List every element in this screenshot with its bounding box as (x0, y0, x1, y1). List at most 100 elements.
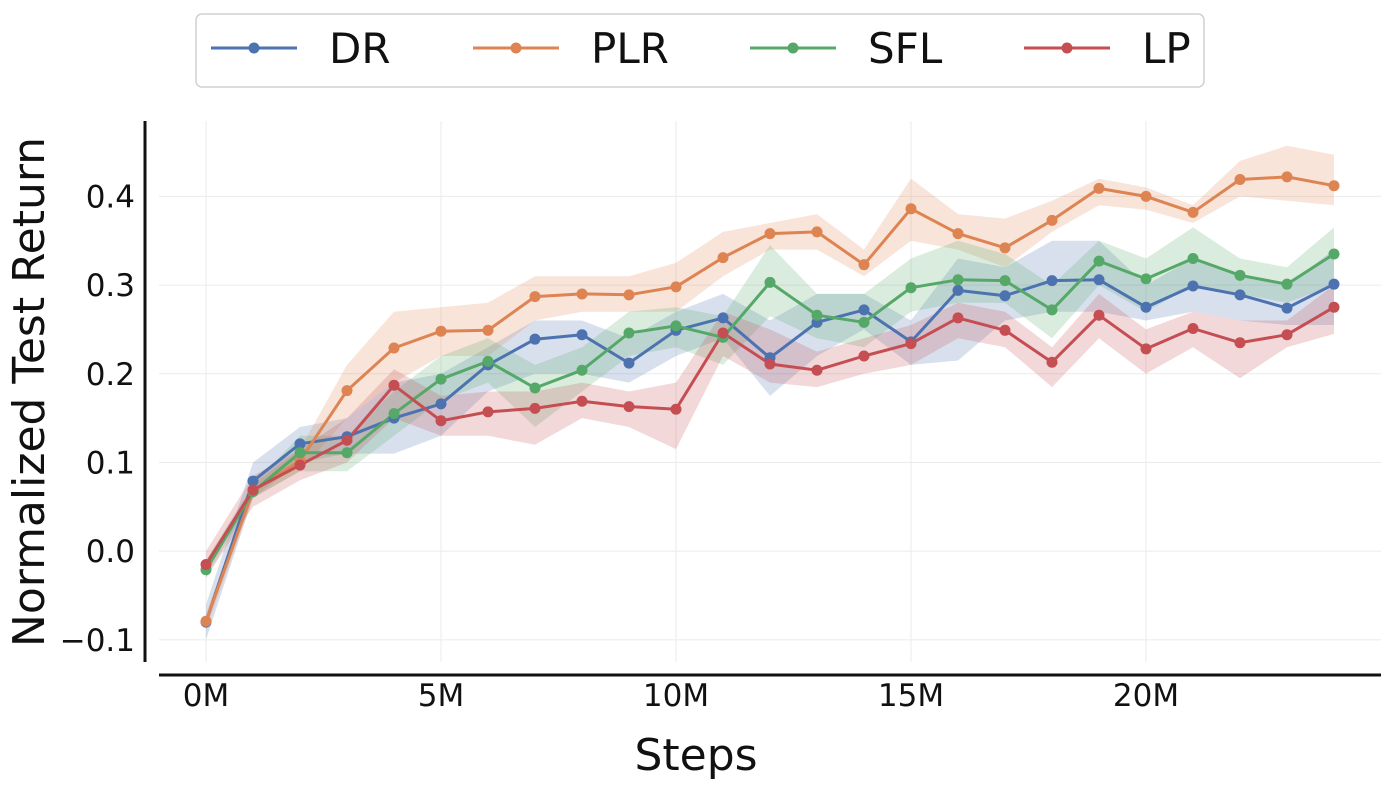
point-lp (1328, 301, 1340, 313)
point-sfl (482, 355, 494, 367)
y-tick-label: 0.3 (86, 268, 135, 304)
legend-label-lp: LP (1142, 24, 1191, 73)
point-lp (999, 324, 1011, 336)
point-plr (200, 615, 212, 627)
point-lp (952, 312, 964, 324)
point-plr (576, 288, 588, 300)
x-tick-label: 10M (643, 678, 709, 714)
point-lp (294, 459, 306, 471)
point-plr (670, 281, 682, 293)
legend-label-dr: DR (329, 24, 391, 73)
legend-frame (195, 13, 1205, 88)
band-dr (206, 240, 1334, 640)
point-dr (623, 357, 635, 369)
point-lp (482, 406, 494, 418)
point-sfl (1234, 269, 1246, 281)
x-tick-labels: 0M 5M 10M 15M 20M (183, 678, 1179, 714)
point-plr (1281, 171, 1293, 183)
point-dr (717, 312, 729, 324)
point-dr (952, 284, 964, 296)
legend-marker-dr (248, 42, 260, 54)
point-sfl (999, 275, 1011, 287)
legend-label-sfl: SFL (868, 24, 943, 73)
point-plr (858, 259, 870, 271)
point-lp (435, 415, 447, 427)
point-plr (1328, 180, 1340, 192)
y-axis-title: Normalized Test Return (4, 137, 55, 647)
point-lp (670, 403, 682, 415)
y-tick-label: −0.1 (60, 623, 135, 659)
point-sfl (764, 276, 776, 288)
y-tick-labels: −0.1 0.0 0.1 0.2 0.3 0.4 (60, 179, 135, 658)
confidence-bands (206, 145, 1334, 640)
point-sfl (294, 447, 306, 459)
point-lp (247, 484, 259, 496)
point-plr (1093, 182, 1105, 194)
y-tick-label: 0.4 (86, 179, 135, 215)
point-lp (1046, 356, 1058, 368)
point-dr (294, 438, 306, 450)
point-lp (200, 558, 212, 570)
point-plr (1187, 206, 1199, 218)
point-plr (811, 226, 823, 238)
legend: DR PLR SFL LP (195, 13, 1205, 88)
point-plr (1234, 174, 1246, 186)
point-lp (576, 395, 588, 407)
point-sfl (435, 373, 447, 385)
y-tick-label: 0.0 (86, 534, 135, 570)
legend-marker-lp (1061, 42, 1073, 54)
point-lp (905, 338, 917, 350)
point-dr (1093, 274, 1105, 286)
point-plr (435, 325, 447, 337)
point-lp (1281, 329, 1293, 341)
point-plr (717, 252, 729, 264)
point-sfl (1281, 278, 1293, 290)
point-dr (858, 304, 870, 316)
point-sfl (341, 447, 353, 459)
x-tick-label: 15M (878, 678, 944, 714)
point-lp (388, 379, 400, 391)
point-sfl (670, 320, 682, 332)
point-dr (1328, 278, 1340, 290)
x-axis-title: Steps (634, 730, 757, 781)
point-dr (1281, 302, 1293, 314)
y-tick-label: 0.1 (86, 445, 135, 481)
x-tick-label: 5M (418, 678, 464, 714)
point-plr (952, 228, 964, 240)
point-plr (764, 228, 776, 240)
point-sfl (576, 364, 588, 376)
point-lp (529, 402, 541, 414)
point-lp (764, 358, 776, 370)
point-sfl (858, 316, 870, 328)
point-plr (905, 203, 917, 215)
point-plr (1140, 190, 1152, 202)
point-sfl (1046, 304, 1058, 316)
point-dr (1046, 275, 1058, 287)
point-lp (623, 401, 635, 413)
point-lp (1140, 343, 1152, 355)
point-plr (623, 289, 635, 301)
point-sfl (811, 309, 823, 321)
point-dr (435, 398, 447, 410)
point-sfl (905, 282, 917, 294)
point-plr (999, 242, 1011, 254)
point-dr (529, 333, 541, 345)
point-plr (1046, 214, 1058, 226)
point-dr (1234, 289, 1246, 301)
series-points (200, 171, 1340, 628)
point-dr (999, 290, 1011, 302)
legend-marker-sfl (787, 42, 799, 54)
point-lp (1093, 309, 1105, 321)
x-tick-label: 20M (1113, 678, 1179, 714)
point-sfl (952, 274, 964, 286)
point-dr (247, 475, 259, 487)
point-lp (717, 327, 729, 339)
point-sfl (529, 382, 541, 394)
point-plr (388, 342, 400, 354)
point-lp (1187, 323, 1199, 335)
point-dr (1187, 280, 1199, 292)
x-tick-label: 0M (183, 678, 229, 714)
point-plr (341, 385, 353, 397)
point-lp (858, 350, 870, 362)
